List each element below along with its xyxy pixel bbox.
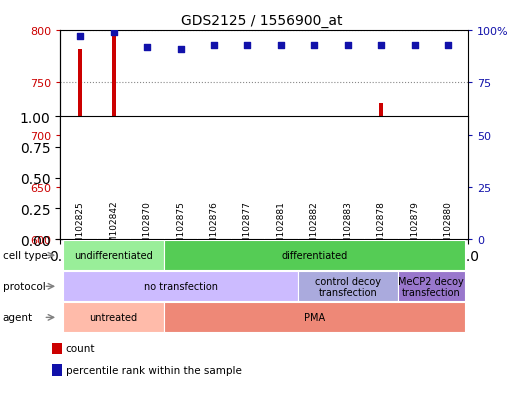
Bar xyxy=(379,104,383,240)
Point xyxy=(76,34,84,40)
Bar xyxy=(212,177,216,240)
Text: GSM102883: GSM102883 xyxy=(343,200,352,255)
Bar xyxy=(279,179,283,240)
Point xyxy=(109,30,118,36)
Text: undifferentiated: undifferentiated xyxy=(74,251,153,261)
Point xyxy=(143,44,151,51)
Text: GSM102877: GSM102877 xyxy=(243,200,252,255)
Point xyxy=(277,42,285,49)
Bar xyxy=(446,125,450,240)
Bar xyxy=(398,272,465,301)
Bar xyxy=(111,31,116,240)
Bar xyxy=(164,303,465,332)
Text: GSM102879: GSM102879 xyxy=(410,200,419,255)
Text: GSM102842: GSM102842 xyxy=(109,200,118,255)
Bar xyxy=(245,172,249,240)
Point xyxy=(377,42,385,49)
Point xyxy=(243,42,252,49)
Point xyxy=(210,42,218,49)
Point xyxy=(176,46,185,53)
Point xyxy=(344,42,352,49)
Point xyxy=(310,42,319,49)
Text: GSM102870: GSM102870 xyxy=(143,200,152,255)
Bar xyxy=(178,230,183,240)
Text: no transfection: no transfection xyxy=(143,282,218,292)
Text: protocol: protocol xyxy=(3,282,46,292)
Bar xyxy=(312,142,316,240)
Text: GSM102881: GSM102881 xyxy=(276,200,286,255)
Text: agent: agent xyxy=(3,313,33,323)
Bar xyxy=(52,364,62,376)
Text: differentiated: differentiated xyxy=(281,251,347,261)
Text: GDS2125 / 1556900_at: GDS2125 / 1556900_at xyxy=(181,14,342,28)
Text: MeCP2 decoy
transfection: MeCP2 decoy transfection xyxy=(399,276,464,297)
Bar xyxy=(52,343,62,354)
Bar xyxy=(164,241,465,271)
Text: PMA: PMA xyxy=(304,313,325,323)
Bar xyxy=(346,166,350,240)
Bar xyxy=(78,50,82,240)
Text: GSM102825: GSM102825 xyxy=(76,200,85,255)
Point xyxy=(411,42,419,49)
Text: GSM102880: GSM102880 xyxy=(444,200,452,255)
Text: GSM102878: GSM102878 xyxy=(377,200,385,255)
Point xyxy=(444,42,452,49)
Bar xyxy=(298,272,398,301)
Text: untreated: untreated xyxy=(89,313,138,323)
Bar xyxy=(145,198,149,240)
Text: cell type: cell type xyxy=(3,251,47,261)
Text: GSM102876: GSM102876 xyxy=(209,200,219,255)
Bar xyxy=(63,272,298,301)
Text: percentile rank within the sample: percentile rank within the sample xyxy=(66,365,242,375)
Text: GSM102882: GSM102882 xyxy=(310,200,319,255)
Text: control decoy
transfection: control decoy transfection xyxy=(315,276,381,297)
Bar xyxy=(413,133,417,240)
Text: count: count xyxy=(66,344,95,354)
Bar xyxy=(63,241,164,271)
Text: GSM102875: GSM102875 xyxy=(176,200,185,255)
Bar xyxy=(63,303,164,332)
